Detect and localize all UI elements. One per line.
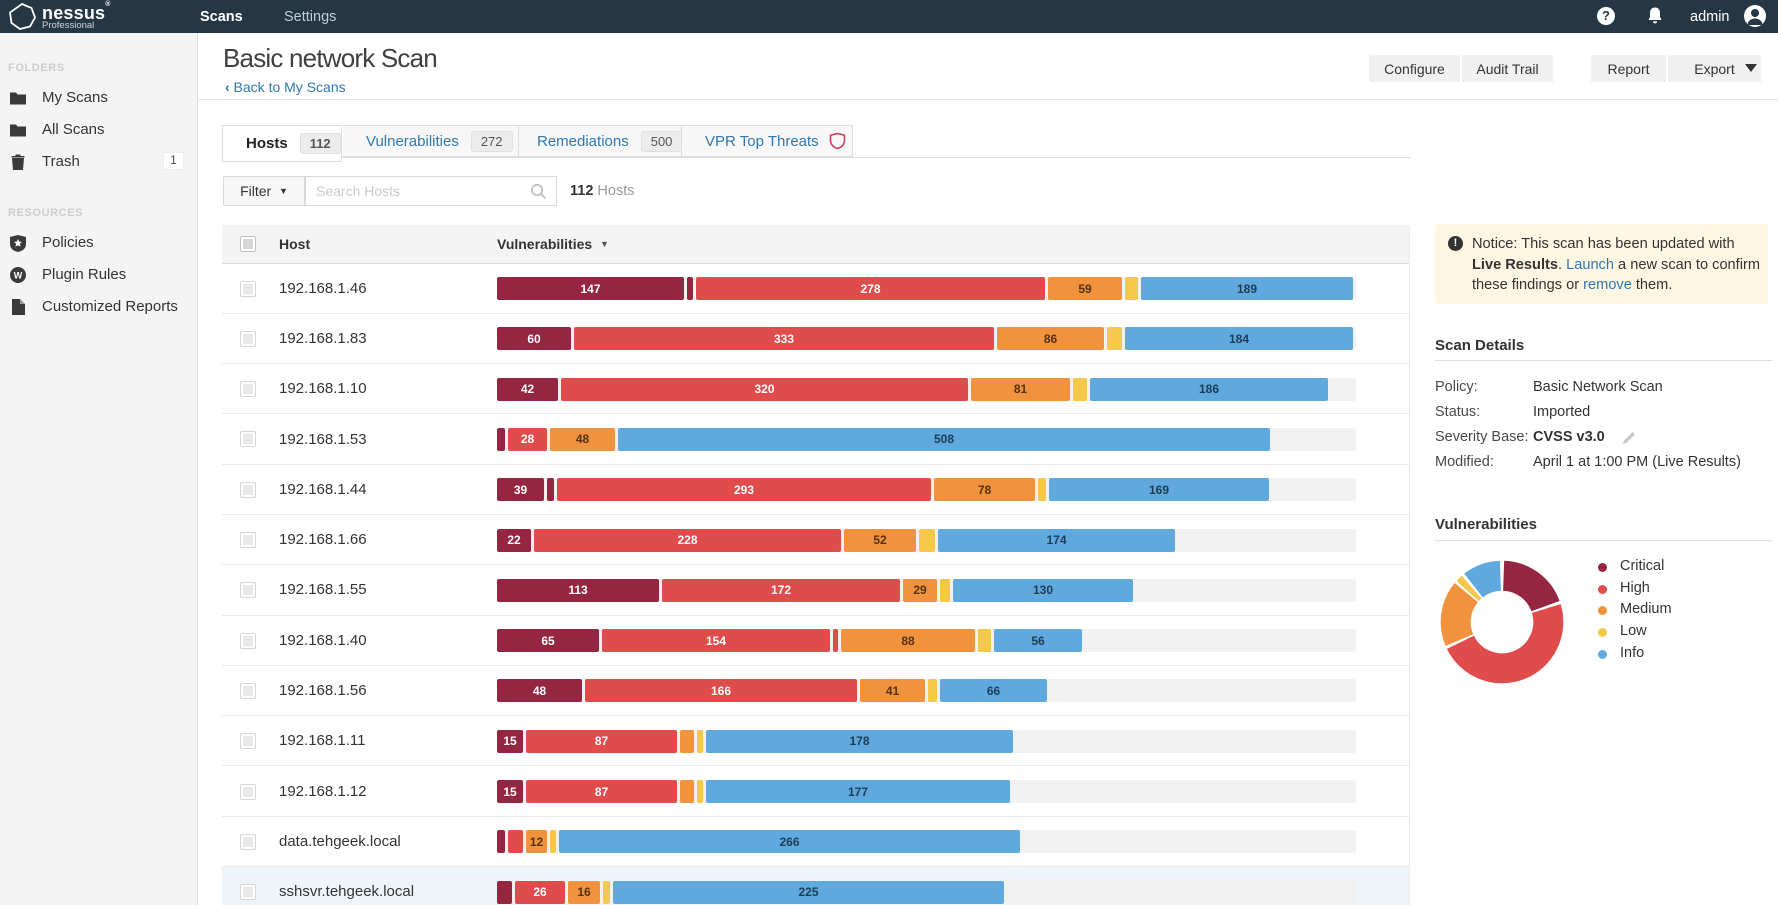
svg-text:W: W	[14, 271, 23, 281]
